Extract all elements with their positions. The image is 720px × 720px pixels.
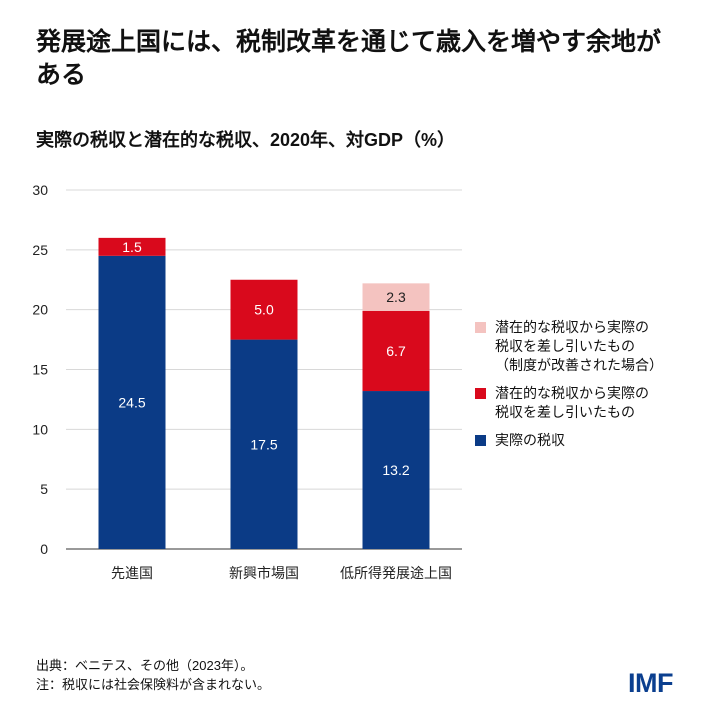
imf-logo: IMF bbox=[628, 668, 674, 698]
legend-label: 潜在的な税収から実際の 税収を差し引いたもの bbox=[495, 385, 649, 420]
legend-item-potential-improved: 潜在的な税収から実際の 税収を差し引いたもの （制度が改善された場合） bbox=[475, 318, 663, 375]
data-label: 6.7 bbox=[386, 343, 406, 359]
x-tick-label: 先進国 bbox=[111, 565, 153, 581]
y-tick-label: 30 bbox=[32, 182, 48, 198]
legend-label: 実際の税収 bbox=[495, 432, 565, 448]
legend-label: 潜在的な税収から実際の 税収を差し引いたもの （制度が改善された場合） bbox=[495, 319, 663, 373]
source-note: 出典：ベニテス、その他（2023年）。 bbox=[36, 658, 254, 673]
bar-segment bbox=[362, 391, 430, 549]
data-label: 17.5 bbox=[250, 436, 277, 452]
x-tick-label: 新興市場国 bbox=[229, 565, 299, 581]
bar-segment bbox=[362, 283, 430, 311]
footnote: 注：税収には社会保険料が含まれない。 bbox=[36, 677, 271, 692]
bar-segment bbox=[230, 279, 298, 340]
y-tick-label: 5 bbox=[40, 481, 48, 497]
chart-title: 発展途上国には、税制改革を通じて歳入を増やす余地がある bbox=[36, 28, 662, 89]
bar-segment bbox=[230, 339, 298, 549]
data-label: 13.2 bbox=[382, 462, 409, 478]
data-label: 1.5 bbox=[122, 239, 142, 255]
data-label: 5.0 bbox=[254, 302, 274, 318]
bar-segment bbox=[362, 310, 430, 392]
y-tick-label: 15 bbox=[32, 362, 48, 378]
legend-item-potential: 潜在的な税収から実際の 税収を差し引いたもの bbox=[475, 384, 663, 422]
data-label: 24.5 bbox=[118, 394, 145, 410]
y-tick-label: 20 bbox=[32, 302, 48, 318]
chart-subtitle: 実際の税収と潜在的な税収、2020年、対GDP（%） bbox=[36, 130, 456, 150]
legend-swatch bbox=[475, 388, 486, 399]
y-tick-label: 25 bbox=[32, 242, 48, 258]
footer: 出典：ベニテス、その他（2023年）。 注：税収には社会保険料が含まれない。 bbox=[36, 656, 270, 694]
data-label: 2.3 bbox=[386, 289, 406, 305]
bar-segment bbox=[98, 255, 166, 550]
bar-segment bbox=[98, 237, 166, 256]
x-tick-label: 低所得発展途上国 bbox=[340, 565, 452, 581]
legend-item-actual: 実際の税収 bbox=[475, 431, 663, 450]
legend-swatch bbox=[475, 435, 486, 446]
y-tick-label: 10 bbox=[32, 421, 48, 437]
legend-swatch bbox=[475, 322, 486, 333]
legend: 潜在的な税収から実際の 税収を差し引いたもの （制度が改善された場合） 潜在的な… bbox=[475, 318, 663, 459]
y-tick-label: 0 bbox=[40, 541, 48, 557]
